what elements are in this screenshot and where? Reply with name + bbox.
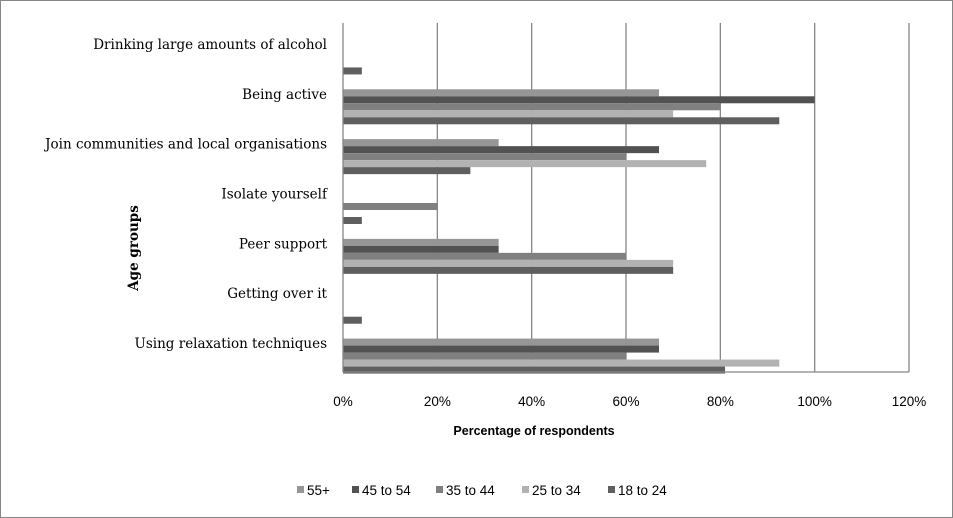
category-label: Drinking large amounts of alcohol bbox=[93, 37, 327, 53]
gridlines bbox=[436, 23, 910, 372]
category-label: Getting over it bbox=[227, 286, 327, 302]
bar bbox=[343, 238, 499, 246]
legend-label: 35 to 44 bbox=[446, 483, 495, 498]
x-tick-label: 100% bbox=[797, 394, 832, 409]
bar bbox=[343, 345, 660, 353]
bar bbox=[343, 252, 626, 260]
x-tick-label: 120% bbox=[892, 394, 927, 409]
bar bbox=[343, 103, 721, 111]
bar bbox=[343, 352, 626, 360]
bar bbox=[343, 67, 362, 75]
bar bbox=[343, 139, 499, 147]
legend-swatch bbox=[608, 486, 615, 493]
legend-label: 45 to 54 bbox=[362, 483, 411, 498]
legend: 55+ 45 to 54 35 to 44 25 to 34 18 to 24 bbox=[297, 483, 667, 498]
axis-lines bbox=[342, 23, 909, 373]
bar bbox=[343, 117, 780, 125]
bar bbox=[343, 359, 780, 367]
legend-label: 55+ bbox=[307, 483, 330, 498]
bar bbox=[343, 160, 707, 168]
legend-swatch bbox=[297, 486, 304, 493]
x-tick-labels: 0% 20% 40% 60% 80% 100% 120% bbox=[333, 394, 926, 409]
bar bbox=[343, 110, 674, 118]
legend-swatch bbox=[436, 486, 443, 493]
x-tick-label: 20% bbox=[424, 394, 451, 409]
bar bbox=[343, 153, 626, 161]
bar bbox=[343, 217, 362, 224]
category-label: Join communities and local organisations bbox=[43, 137, 327, 153]
bar bbox=[343, 167, 471, 175]
category-labels: Drinking large amounts of alcohol Being a… bbox=[43, 37, 328, 352]
bar bbox=[343, 316, 362, 324]
bar bbox=[343, 259, 674, 267]
x-tick-label: 40% bbox=[518, 394, 545, 409]
category-label: Peer support bbox=[239, 236, 328, 252]
bar bbox=[343, 245, 499, 253]
legend-label: 25 to 34 bbox=[532, 483, 581, 498]
bar bbox=[343, 266, 674, 274]
bar bbox=[343, 366, 726, 374]
bar bbox=[343, 146, 660, 154]
category-label: Being active bbox=[242, 87, 327, 103]
legend-swatch bbox=[522, 486, 529, 493]
category-label: Using relaxation techniques bbox=[134, 336, 327, 352]
x-tick-label: 60% bbox=[612, 394, 639, 409]
legend-swatch bbox=[352, 486, 359, 493]
y-axis-title: Age groups bbox=[126, 205, 142, 292]
bar bbox=[343, 89, 660, 97]
x-tick-label: 80% bbox=[707, 394, 734, 409]
x-axis-title: Percentage of respondents bbox=[453, 424, 614, 438]
x-tick-label: 0% bbox=[333, 394, 353, 409]
legend-label: 18 to 24 bbox=[618, 483, 667, 498]
category-label: Isolate yourself bbox=[221, 187, 328, 203]
bar bbox=[343, 203, 438, 210]
bars bbox=[343, 67, 815, 374]
bar bbox=[343, 96, 815, 104]
bar bbox=[343, 338, 660, 346]
